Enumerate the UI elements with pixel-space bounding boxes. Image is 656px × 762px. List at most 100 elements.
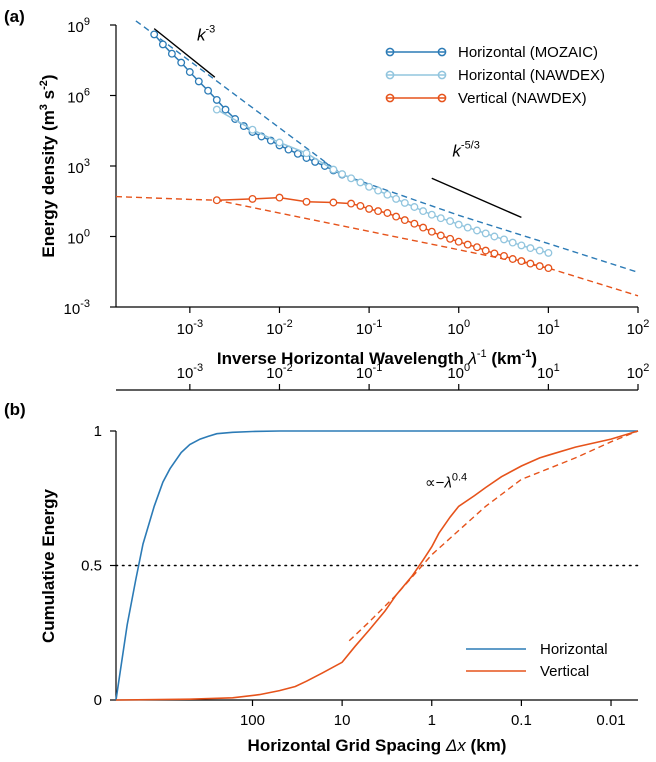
panel-a-y-tick-label: 100: [67, 228, 90, 248]
data-point: [212, 105, 221, 114]
panel-a-x-tick-label: 10-1: [356, 318, 382, 338]
legend-marker-nawdex-h: [437, 70, 447, 80]
data-point: [427, 210, 436, 219]
data-point: [526, 259, 535, 268]
panel-a-y-ticks: 10-3 100 103 106 109: [64, 16, 116, 318]
data-point: [517, 257, 526, 266]
legend-label-nawdex-v: Vertical (NAWDEX): [458, 90, 587, 107]
data-point: [356, 178, 365, 187]
panel-a-x-ticks: 10-3 10-2 10-1 100 101 102: [177, 307, 650, 338]
legend-marker-mozaic: [437, 47, 447, 57]
panel-b-y-tick-label: 1: [94, 423, 102, 440]
panel-b-plot-area: ∝−λ0.4: [115, 430, 639, 701]
panel-b-y-tick-label: 0: [94, 692, 102, 709]
data-point: [185, 68, 194, 76]
panel-a-x-tick-label: 101: [537, 318, 560, 338]
data-point: [454, 220, 463, 229]
data-point: [392, 212, 401, 221]
panel-a-x-tick-label: 10-2: [266, 318, 292, 338]
data-point: [535, 262, 544, 271]
data-point: [365, 182, 374, 191]
panel-a-label: (a): [4, 7, 25, 26]
data-point: [481, 246, 490, 255]
data-point: [338, 170, 347, 179]
panel-a-legend: Horizontal (MOZAIC) Horizontal (NAWDEX) …: [385, 44, 605, 107]
panel-b-bottom-tick-label: 0.01: [596, 712, 625, 729]
data-point: [410, 219, 419, 228]
data-point: [463, 240, 472, 249]
panel-b-label: (b): [4, 400, 26, 419]
data-point: [544, 248, 553, 257]
panel-b-bottom-tick-label: 100: [240, 712, 265, 729]
data-point: [400, 198, 409, 207]
data-point: [248, 125, 257, 134]
legend-marker-nawdex-v: [385, 93, 395, 103]
legend-item-nawdex-h: Horizontal (NAWDEX): [385, 67, 605, 84]
data-point: [248, 194, 257, 203]
data-point: [400, 216, 409, 225]
panel-a-y-tick-label: 103: [67, 157, 90, 177]
data-point: [302, 197, 311, 206]
slope-reference-line: [431, 177, 522, 219]
slope-reference-label: k-5/3: [452, 140, 479, 161]
data-point: [365, 204, 374, 213]
data-point: [500, 251, 508, 260]
cumulative-line-1: [115, 430, 639, 701]
data-point: [419, 223, 428, 232]
data-point: [194, 77, 203, 86]
panel-b-bottom-tick-label: 1: [428, 712, 436, 729]
data-point: [329, 198, 338, 207]
panel-b-top-tick-label: 101: [537, 362, 560, 382]
legend-marker-nawdex-v: [437, 93, 447, 103]
data-point: [275, 193, 284, 202]
panel-b-bottom-tick-label: 0.1: [511, 712, 532, 729]
data-point: [517, 241, 526, 250]
legend-marker-mozaic: [385, 47, 395, 57]
legend-label-nawdex-h: Horizontal (NAWDEX): [458, 67, 605, 84]
legend-item-mozaic: Horizontal (MOZAIC): [385, 44, 598, 61]
panel-a-plot-area: k-3 k-5/3: [115, 20, 639, 297]
panel-b-top-tick-label: 102: [627, 362, 650, 382]
panel-a-y-tick-label: 10-3: [64, 298, 90, 318]
power-law-fit-line: [348, 430, 639, 642]
data-point: [383, 190, 392, 199]
data-point: [293, 149, 302, 158]
data-point: [221, 105, 230, 114]
slope-reference-line: [153, 28, 216, 78]
panel-a-x-tick-label: 100: [447, 318, 470, 338]
data-point: [473, 226, 481, 235]
panel-b-y-ticks: 00.51: [81, 423, 116, 709]
data-point: [481, 229, 490, 238]
data-point: [490, 249, 499, 258]
panel-b-top-tick-label: 100: [447, 362, 470, 382]
panel-b-y-tick-label: 0.5: [81, 558, 102, 575]
legend-label-mozaic: Horizontal (MOZAIC): [458, 44, 598, 61]
data-point: [383, 209, 392, 217]
data-point: [150, 30, 159, 39]
panel-a-y-tick-label: 106: [67, 87, 90, 107]
data-point: [329, 165, 338, 174]
data-point: [508, 238, 517, 247]
series-line-1: [216, 108, 549, 254]
panel-b-y-label: Cumulative Energy: [39, 488, 58, 643]
data-point: [490, 232, 499, 241]
data-point: [302, 149, 311, 158]
panel-a-x-tick-label: 102: [627, 318, 650, 338]
data-point: [436, 214, 445, 223]
cumulative-line-0: [115, 430, 638, 701]
series-line-0: [153, 33, 343, 176]
data-point: [500, 235, 508, 244]
data-point: [158, 40, 167, 49]
panel-b-top-ticks: 10-3 10-2 10-1 100 101 102: [177, 362, 650, 390]
legend-marker-nawdex-h: [385, 70, 395, 80]
panel-a-x-label: Inverse Horizontal Wavelength λ-1 (km-1): [217, 348, 537, 368]
data-point: [544, 264, 553, 273]
data-point: [347, 199, 356, 208]
data-point: [419, 207, 428, 216]
panel-a-y-tick-label: 109: [67, 16, 90, 36]
data-point: [275, 138, 284, 147]
data-point: [177, 58, 186, 67]
panel-b-legend: Horizontal Vertical: [466, 641, 608, 680]
panel-a-x-tick-label: 10-3: [177, 318, 203, 338]
panel-b-top-tick-label: 10-2: [266, 362, 292, 382]
